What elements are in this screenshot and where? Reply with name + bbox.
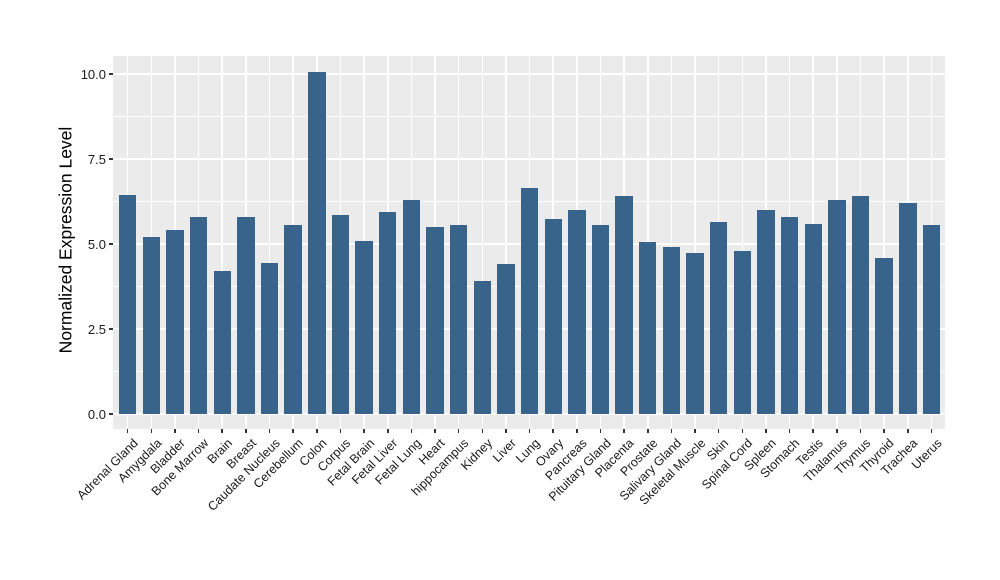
- bar: [213, 271, 231, 414]
- gridline-x: [268, 56, 271, 429]
- bar: [568, 210, 586, 414]
- bar: [119, 194, 137, 414]
- x-axis-tick: [883, 429, 885, 433]
- x-axis-tick: [386, 429, 389, 433]
- x-axis-tick: [292, 429, 294, 433]
- y-axis-tick: [109, 158, 113, 160]
- bar: [237, 216, 255, 414]
- bar: [142, 237, 161, 414]
- bar: [710, 221, 728, 414]
- x-axis-tick: [812, 429, 815, 433]
- bar: [520, 187, 539, 414]
- gridline-x: [670, 56, 673, 429]
- bar: [166, 230, 184, 414]
- x-axis-tick: [197, 429, 200, 433]
- bar: [851, 196, 870, 414]
- x-axis-tick: [481, 429, 484, 433]
- x-axis-tick: [339, 429, 342, 433]
- x-axis-tick: [670, 429, 673, 433]
- x-axis-tick: [907, 429, 909, 433]
- y-axis-tick: [109, 328, 113, 330]
- bar: [355, 240, 373, 414]
- bar: [662, 247, 681, 414]
- x-axis-tick: [717, 429, 720, 433]
- x-axis-tick: [268, 429, 271, 433]
- y-axis-tick: [109, 243, 113, 245]
- x-axis-tick: [505, 429, 507, 433]
- x-axis-tick: [576, 429, 578, 433]
- bar: [260, 262, 279, 414]
- bar: [757, 210, 775, 414]
- bar: [639, 242, 657, 414]
- bar: [615, 196, 633, 414]
- bar: [828, 199, 846, 414]
- x-axis-tick: [457, 429, 460, 433]
- x-axis-tick: [410, 429, 413, 433]
- gridline-x: [481, 56, 484, 429]
- x-axis-tick: [221, 429, 224, 433]
- bar: [899, 203, 917, 414]
- x-axis-tick: [788, 429, 791, 433]
- bar: [875, 257, 893, 414]
- x-axis-tick: [694, 429, 696, 433]
- x-axis-tick: [528, 429, 531, 433]
- x-axis-tick: [552, 429, 554, 433]
- y-axis-tick: [109, 413, 113, 415]
- bar: [733, 250, 752, 414]
- y-axis-tick-label: 5.0: [87, 236, 106, 252]
- x-axis-tick: [836, 429, 838, 433]
- x-axis-tick: [174, 429, 176, 433]
- bar: [804, 223, 822, 414]
- plot-panel: [113, 56, 945, 429]
- x-axis-tick: [599, 429, 602, 433]
- x-axis-tick: [930, 429, 933, 433]
- bar: [922, 225, 941, 414]
- bar: [308, 72, 326, 414]
- bar: [497, 264, 515, 414]
- gridline-x: [694, 56, 696, 429]
- bar: [331, 215, 350, 414]
- bar: [780, 216, 799, 414]
- bar: [544, 218, 562, 414]
- bar: [189, 216, 208, 414]
- x-axis-label-text: Liver: [489, 436, 519, 466]
- bar: [473, 281, 491, 414]
- bar: [591, 225, 610, 414]
- x-axis-tick: [623, 429, 625, 433]
- bar: [449, 225, 468, 414]
- y-axis-tick: [109, 73, 113, 75]
- x-axis-tick: [646, 429, 649, 433]
- y-axis-tick-label: 7.5: [87, 151, 106, 167]
- bar: [426, 227, 444, 414]
- x-axis-tick: [434, 429, 436, 433]
- x-axis-tick: [126, 429, 129, 433]
- gridline-x: [883, 56, 885, 429]
- gridline-x: [505, 56, 507, 429]
- x-axis-tick: [741, 429, 744, 433]
- x-axis-tick: [859, 429, 862, 433]
- y-axis-tick-label: 0.0: [87, 406, 106, 422]
- x-axis-tick: [363, 429, 365, 433]
- y-axis-tick-label: 10.0: [80, 66, 106, 82]
- bar: [379, 211, 397, 414]
- y-axis-tick-label: 2.5: [87, 321, 106, 337]
- x-axis-tick: [316, 429, 318, 433]
- gridline-x: [741, 56, 744, 429]
- gridline-x: [221, 56, 224, 429]
- x-axis-tick: [245, 429, 247, 433]
- x-axis-tick: [765, 429, 767, 433]
- x-axis-tick: [150, 429, 153, 433]
- bar: [284, 225, 302, 414]
- bar: [686, 252, 704, 414]
- bar: [402, 199, 421, 414]
